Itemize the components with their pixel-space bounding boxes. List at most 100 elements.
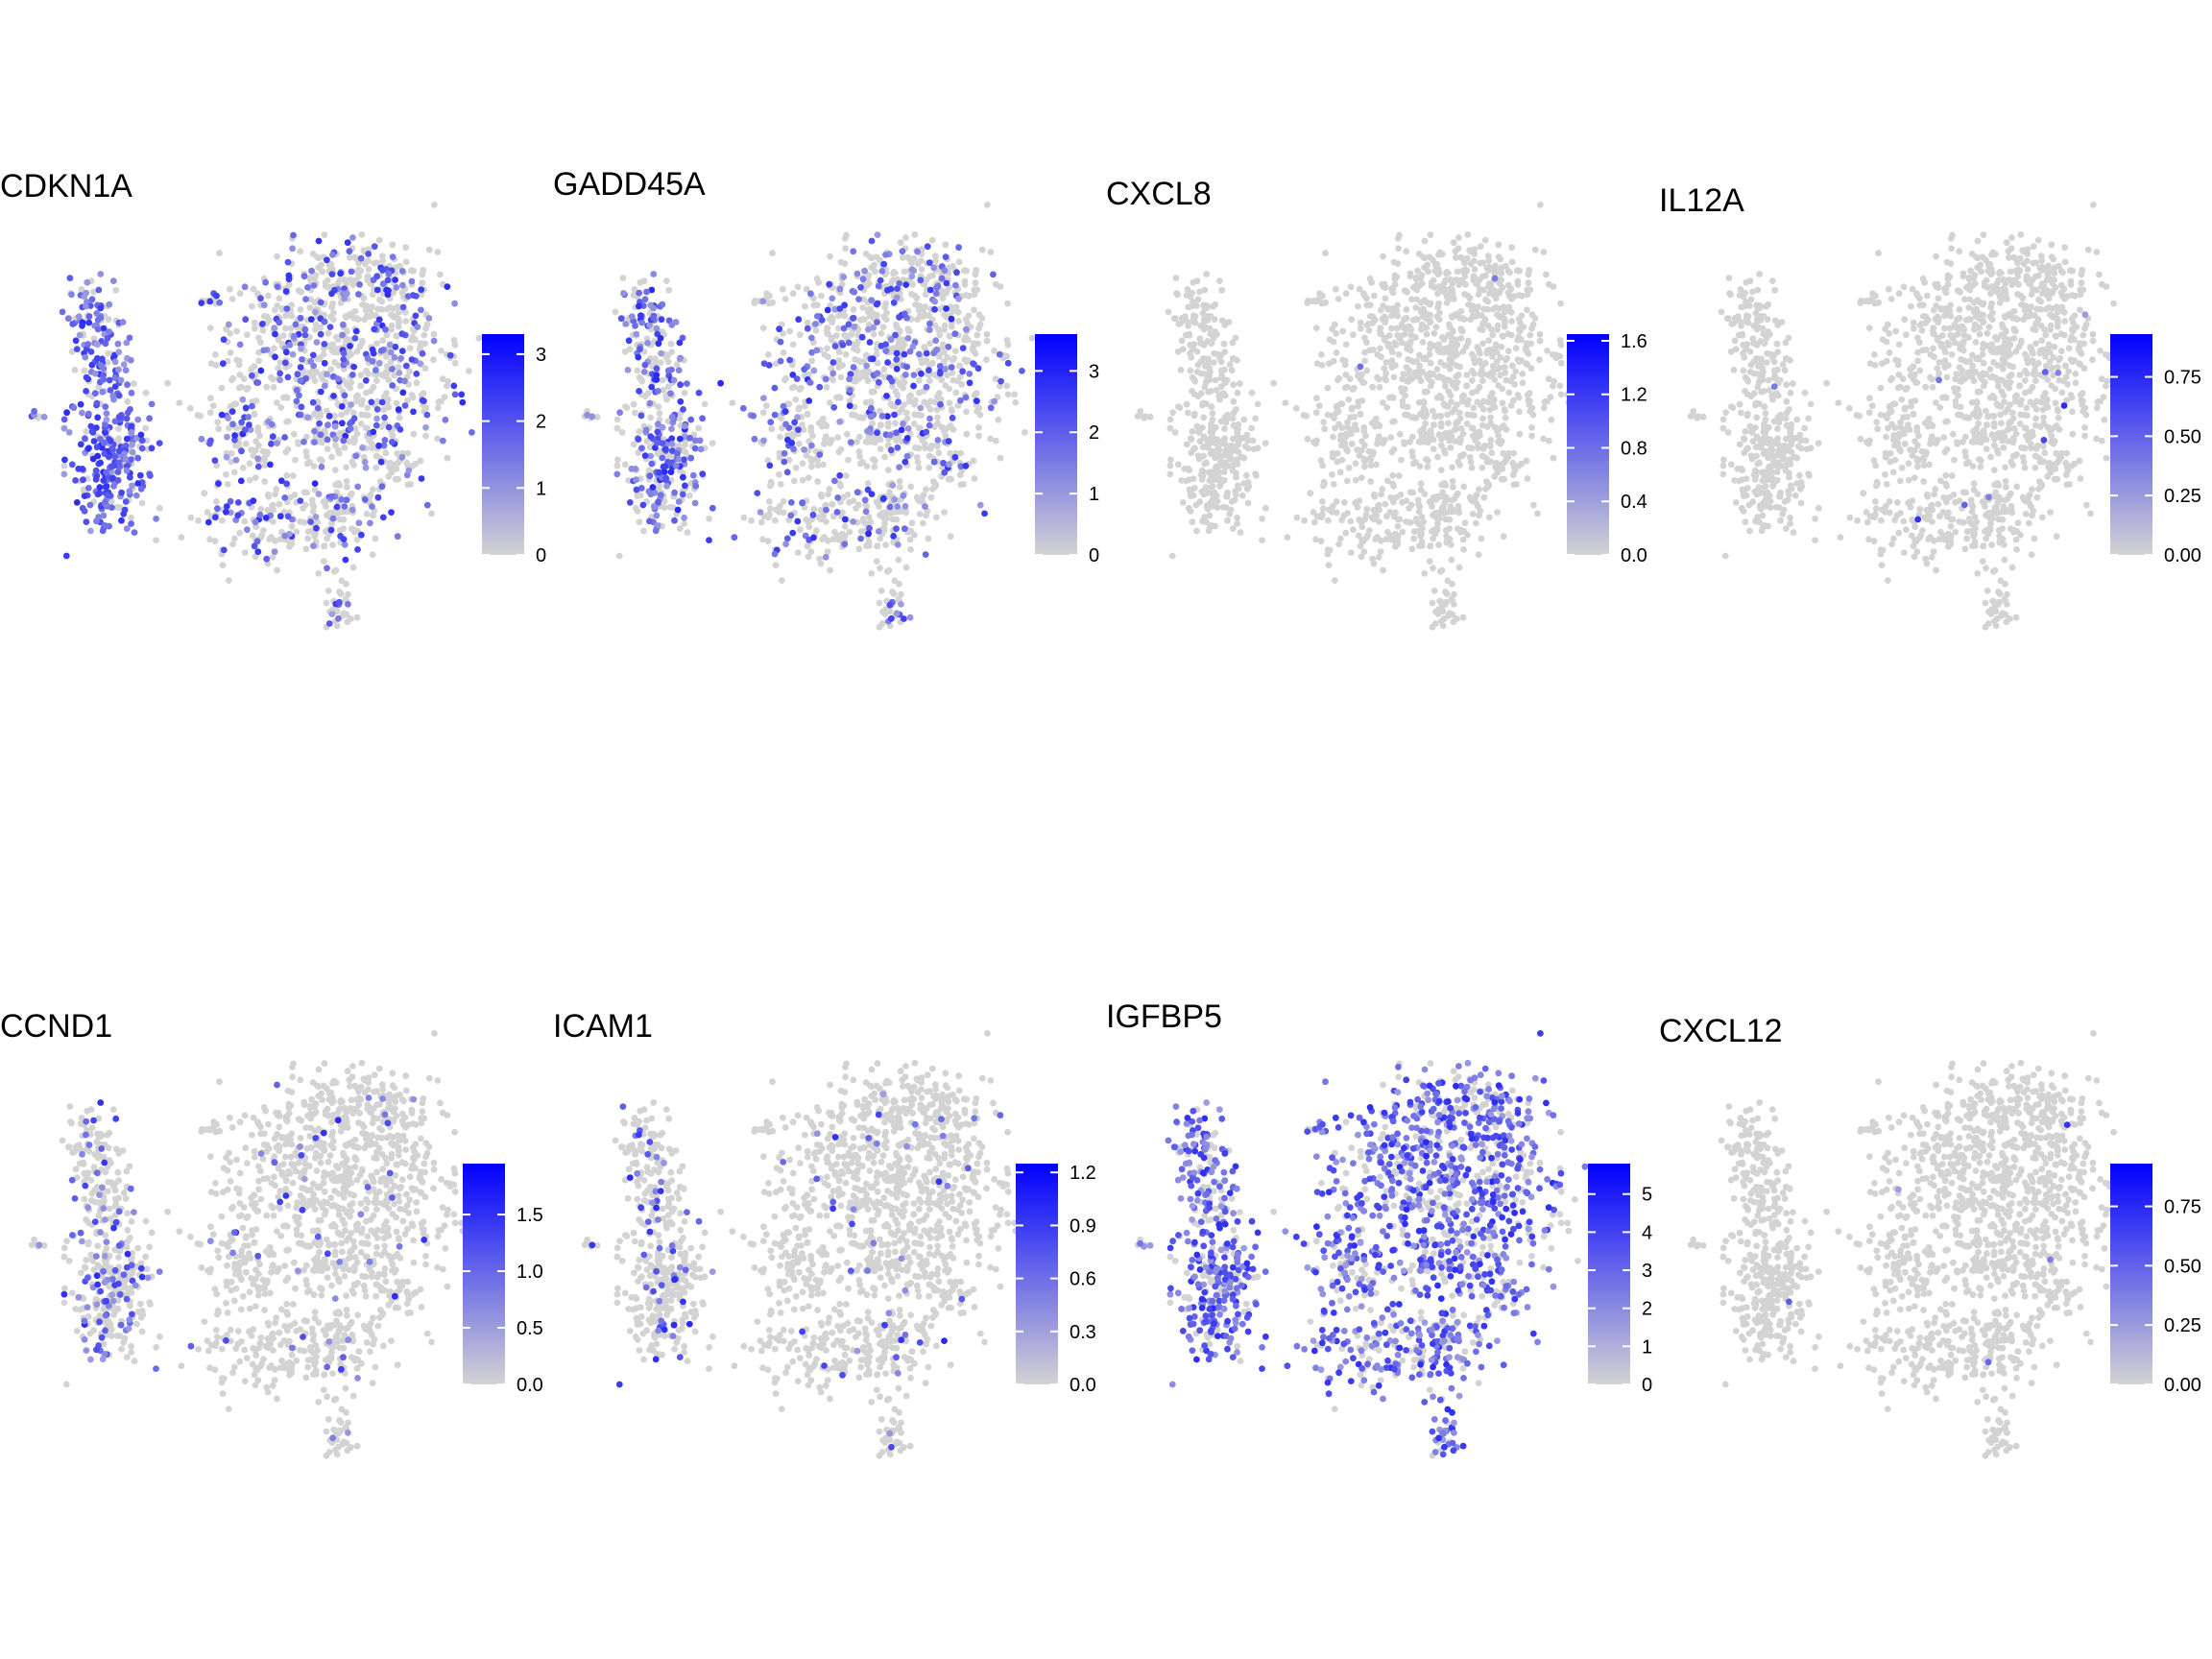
cell-point xyxy=(315,570,323,577)
cell-point xyxy=(954,377,961,385)
cell-point xyxy=(1321,425,1329,433)
cell-point xyxy=(803,452,810,459)
cell-point xyxy=(1357,542,1364,550)
cell-point xyxy=(1317,538,1325,545)
cell-point xyxy=(850,518,856,525)
cell-point xyxy=(1499,264,1505,272)
cell-point xyxy=(293,397,301,405)
cell-point xyxy=(1177,367,1185,373)
cell-point xyxy=(115,349,123,356)
cell-point xyxy=(1396,472,1403,479)
cell-point xyxy=(1526,390,1533,397)
cell-point xyxy=(1415,251,1423,257)
cell-point xyxy=(399,389,407,397)
cell-point xyxy=(1382,500,1389,508)
cell-point xyxy=(893,525,900,533)
cell-point xyxy=(911,411,919,419)
cell-point xyxy=(842,245,849,252)
cell-point xyxy=(1363,301,1370,309)
cell-point xyxy=(438,348,445,354)
cell-point xyxy=(1310,518,1318,526)
cell-point xyxy=(106,376,113,384)
cell-point xyxy=(309,251,317,257)
cell-point xyxy=(439,375,446,383)
cell-point xyxy=(343,314,349,321)
cell-point xyxy=(867,404,875,412)
cell-point xyxy=(336,276,344,284)
cell-point xyxy=(1381,436,1388,444)
cell-point xyxy=(916,511,924,517)
cell-point xyxy=(1446,536,1454,542)
cell-point xyxy=(118,517,125,524)
cell-point xyxy=(889,589,896,595)
cell-point xyxy=(1510,481,1518,489)
cell-point xyxy=(814,478,821,485)
cell-point xyxy=(1449,464,1455,470)
cell-point xyxy=(859,276,867,283)
cell-point xyxy=(652,355,659,363)
cell-point xyxy=(1439,601,1447,609)
cell-point xyxy=(105,349,111,357)
cell-point xyxy=(115,414,123,421)
cell-point xyxy=(903,452,911,460)
cell-point xyxy=(632,409,638,417)
cell-point xyxy=(1479,273,1486,280)
cell-point xyxy=(973,390,980,397)
cell-point xyxy=(790,477,798,485)
cell-point xyxy=(1421,264,1429,271)
cell-point xyxy=(1435,269,1443,276)
cell-point xyxy=(270,384,277,391)
cell-point xyxy=(630,400,637,408)
cell-point xyxy=(706,516,712,522)
cell-point xyxy=(797,526,804,534)
cell-point xyxy=(842,235,849,242)
cell-point xyxy=(421,397,427,404)
cell-point xyxy=(326,324,334,330)
cell-point xyxy=(893,610,901,617)
cell-point xyxy=(242,404,250,412)
cell-point xyxy=(926,320,933,327)
cell-point xyxy=(1460,483,1468,491)
cell-point xyxy=(895,556,902,564)
cell-point xyxy=(926,259,933,266)
cell-point xyxy=(1449,483,1456,491)
cell-point xyxy=(890,533,897,540)
cell-point xyxy=(257,295,264,302)
cell-point xyxy=(255,334,262,342)
cell-point xyxy=(1390,373,1398,381)
cell-point xyxy=(834,325,842,332)
cell-point xyxy=(320,558,327,565)
cell-point xyxy=(1028,334,1036,342)
cell-point xyxy=(1492,341,1500,349)
cell-point xyxy=(341,392,349,399)
cell-point xyxy=(867,413,875,421)
cell-point xyxy=(1388,357,1396,364)
cell-point xyxy=(148,400,156,408)
cell-point xyxy=(884,467,892,473)
cell-point xyxy=(369,551,376,558)
cell-point xyxy=(1485,514,1493,521)
cell-point xyxy=(1489,305,1497,313)
cell-point xyxy=(1485,257,1492,264)
cell-point xyxy=(878,268,886,275)
cell-point xyxy=(1527,397,1533,404)
cell-point xyxy=(901,525,908,533)
cell-point xyxy=(85,313,93,320)
cell-point xyxy=(324,371,330,378)
cell-point xyxy=(771,411,779,419)
cell-point xyxy=(1424,463,1431,470)
cell-point xyxy=(684,529,691,536)
cell-point xyxy=(1485,337,1493,345)
cell-point xyxy=(946,461,952,469)
cell-point xyxy=(1183,400,1190,408)
cell-point xyxy=(214,505,221,513)
cell-point xyxy=(1484,423,1491,430)
cell-point xyxy=(1189,388,1195,395)
cell-point xyxy=(955,295,962,302)
cell-point xyxy=(103,410,110,417)
cell-point xyxy=(1422,420,1429,427)
cell-point xyxy=(658,349,664,357)
cell-point xyxy=(1529,501,1537,509)
cell-point xyxy=(1471,251,1479,257)
